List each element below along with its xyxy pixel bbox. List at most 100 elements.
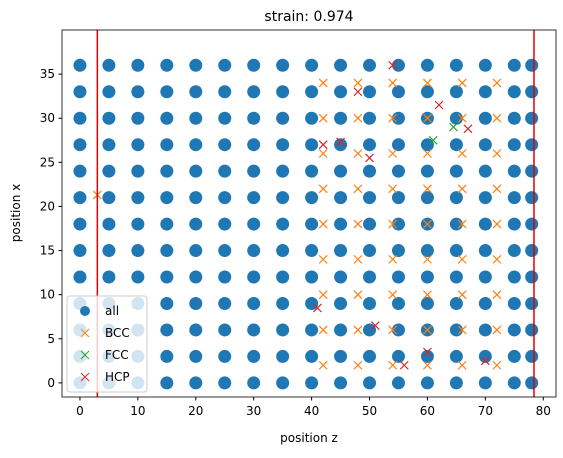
- y-tick-label: 5: [47, 332, 55, 346]
- x-tick-label: 50: [362, 404, 377, 418]
- point: [420, 244, 434, 258]
- point: [336, 137, 345, 147]
- point: [305, 191, 319, 205]
- point: [391, 164, 405, 178]
- point: [189, 323, 203, 337]
- point: [334, 217, 348, 231]
- point: [478, 244, 492, 258]
- point: [492, 290, 502, 300]
- point: [423, 254, 432, 264]
- point: [428, 135, 438, 145]
- point: [160, 296, 174, 310]
- legend-label: BCC: [105, 326, 130, 340]
- point: [73, 164, 87, 178]
- point: [507, 85, 521, 99]
- point: [507, 217, 521, 231]
- point: [318, 325, 328, 335]
- point: [189, 164, 203, 178]
- point: [449, 296, 463, 310]
- point: [102, 217, 116, 231]
- point: [449, 270, 463, 284]
- point: [247, 244, 261, 258]
- point: [305, 111, 319, 125]
- point: [525, 244, 539, 258]
- y-tick-label: 25: [40, 155, 55, 169]
- point: [218, 217, 232, 231]
- point: [131, 191, 145, 205]
- point: [388, 219, 398, 229]
- point: [247, 217, 261, 231]
- point: [334, 296, 348, 310]
- point: [423, 360, 432, 370]
- point: [449, 138, 463, 152]
- point: [388, 184, 398, 194]
- point: [276, 164, 290, 178]
- point: [318, 184, 328, 194]
- legend-marker: [80, 372, 90, 382]
- point: [388, 325, 398, 335]
- point: [276, 244, 290, 258]
- point: [276, 58, 290, 72]
- plot-area: [73, 58, 539, 390]
- point: [305, 85, 319, 99]
- legend-label: all: [105, 304, 119, 318]
- point: [365, 153, 374, 163]
- point: [73, 244, 87, 258]
- point: [363, 323, 377, 337]
- point: [507, 58, 521, 72]
- point: [363, 217, 377, 231]
- x-tick-label: 70: [478, 404, 493, 418]
- point: [420, 85, 434, 99]
- point: [420, 376, 434, 390]
- point: [102, 270, 116, 284]
- point: [449, 323, 463, 337]
- point: [420, 164, 434, 178]
- point: [73, 270, 87, 284]
- point: [449, 122, 458, 132]
- point: [276, 111, 290, 125]
- point: [525, 376, 539, 390]
- point: [420, 58, 434, 72]
- point: [388, 254, 398, 264]
- point: [478, 217, 492, 231]
- point: [318, 290, 328, 300]
- point: [189, 270, 203, 284]
- series-all: [73, 58, 539, 390]
- point: [492, 149, 502, 158]
- point: [391, 244, 405, 258]
- point: [525, 349, 539, 363]
- point: [160, 217, 174, 231]
- x-tick-label: 40: [304, 404, 319, 418]
- point: [457, 325, 467, 335]
- point: [218, 191, 232, 205]
- point: [391, 138, 405, 152]
- point: [363, 270, 377, 284]
- series-FCC: [428, 122, 458, 145]
- point: [189, 191, 203, 205]
- point: [131, 138, 145, 152]
- point: [457, 254, 467, 264]
- point: [189, 138, 203, 152]
- legend-marker: [80, 306, 90, 316]
- point: [457, 184, 467, 194]
- point: [189, 244, 203, 258]
- point: [391, 191, 405, 205]
- point: [449, 58, 463, 72]
- y-axis-label: position x: [9, 184, 23, 242]
- point: [423, 78, 432, 88]
- legend-marker: [80, 350, 90, 360]
- point: [507, 270, 521, 284]
- point: [218, 164, 232, 178]
- series-HCP: [312, 60, 490, 370]
- point: [353, 325, 363, 335]
- point: [353, 78, 363, 88]
- x-tick-label: 20: [188, 404, 203, 418]
- x-tick-label: 0: [76, 404, 84, 418]
- point: [492, 360, 502, 370]
- point: [131, 58, 145, 72]
- point: [449, 217, 463, 231]
- point: [507, 111, 521, 125]
- point: [305, 323, 319, 337]
- point: [449, 164, 463, 178]
- point: [353, 219, 363, 229]
